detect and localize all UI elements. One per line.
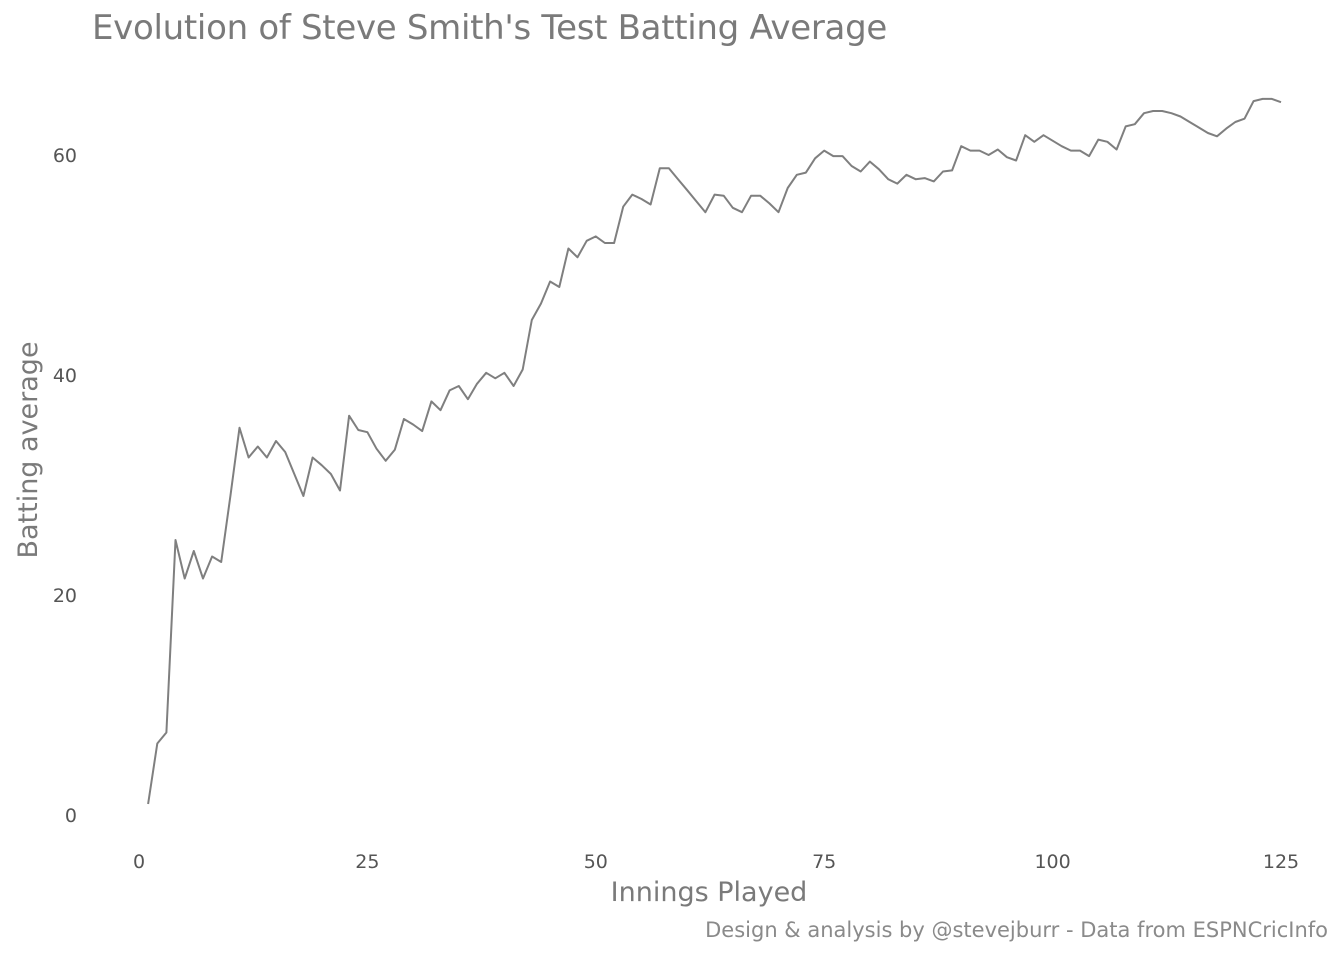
- x-tick-label: 50: [584, 851, 608, 873]
- x-axis-title: Innings Played: [611, 877, 808, 908]
- y-tick-label: 20: [53, 585, 77, 607]
- batting-average-line: [147, 97, 1282, 805]
- x-tick-label: 25: [355, 851, 379, 873]
- y-tick-label: 0: [65, 805, 77, 827]
- y-axis-ticks: 0 20 40 60: [53, 145, 77, 827]
- chart-caption: Design & analysis by @stevejburr - Data …: [705, 918, 1328, 942]
- x-tick-label: 100: [1034, 851, 1070, 873]
- chart-title: Evolution of Steve Smith's Test Batting …: [92, 8, 887, 48]
- y-axis-title: Batting average: [13, 341, 44, 558]
- x-tick-label: 0: [133, 851, 145, 873]
- series-lines: [147, 97, 1282, 805]
- x-tick-label: 75: [812, 851, 836, 873]
- y-tick-label: 60: [53, 145, 77, 167]
- x-tick-label: 125: [1263, 851, 1299, 873]
- x-axis-ticks: 0 25 50 75 100 125: [133, 851, 1299, 873]
- y-tick-label: 40: [53, 365, 77, 387]
